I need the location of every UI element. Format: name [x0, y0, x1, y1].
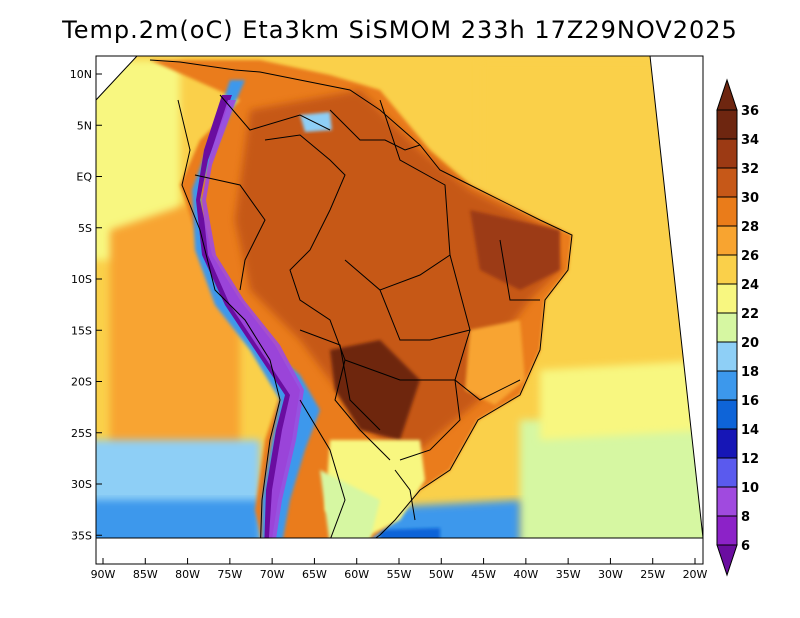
colorbar-label: 18 — [741, 365, 759, 380]
colorbar-segment — [716, 283, 738, 314]
andes-very-cold-band — [202, 100, 304, 538]
lon-tick-label: 35W — [556, 568, 581, 581]
lon-tick-label: 20W — [683, 568, 708, 581]
bolivia-paraguay — [299, 329, 381, 431]
colorbar-segment — [716, 457, 738, 488]
lon-tick-label: 55W — [387, 568, 412, 581]
lon-tick-label: 70W — [260, 568, 285, 581]
lat-tick-label: 15S — [71, 324, 92, 337]
lon-tick-label: 40W — [513, 568, 538, 581]
colorbar-segment — [716, 254, 738, 285]
colorbar-label: 16 — [741, 394, 759, 409]
colorbar-segment — [716, 196, 738, 227]
colorbar-segment — [716, 370, 738, 401]
land-warm-southeast — [465, 320, 525, 405]
colorbar-label: 26 — [741, 249, 759, 264]
colorbar-segment — [716, 138, 738, 169]
colorbar-label: 22 — [741, 307, 759, 322]
lon-tick-label: 80W — [175, 568, 200, 581]
lon-tick-label: 50W — [429, 568, 454, 581]
lat-tick-label: 30S — [71, 478, 92, 491]
temperature-field — [96, 56, 703, 538]
lon-tick-label: 25W — [640, 568, 665, 581]
longitude-axis: 90W 85W 80W 75W 70W 65W 60W 55W 50W 45W 40W 35W 30W 2… — [91, 558, 708, 581]
guianas — [329, 109, 421, 151]
colorbar-segment — [716, 515, 738, 546]
colombia-venezuela — [219, 94, 331, 131]
lat-tick-label: EQ — [76, 171, 92, 184]
colorbar-segment — [716, 225, 738, 256]
lat-tick-label: 10S — [71, 273, 92, 286]
lat-tick-label: 10N — [70, 68, 92, 81]
lon-tick-label: 75W — [217, 568, 242, 581]
land-hottest-center — [330, 340, 420, 440]
argentina-border — [299, 399, 346, 538]
ocean-green-atlantic-south — [520, 420, 703, 538]
colorbar-segment — [716, 399, 738, 430]
lon-tick-label: 30W — [598, 568, 623, 581]
colorbar-label: 12 — [741, 452, 759, 467]
colorbar-bottom-arrow — [716, 544, 738, 577]
ocean-cooler-pacific — [96, 500, 260, 538]
colorbar-segment — [716, 312, 738, 343]
lon-tick-label: 45W — [471, 568, 496, 581]
colorbar-top-arrow — [716, 78, 738, 111]
colorbar-label: 10 — [741, 481, 759, 496]
ocean-yellow-atlantic-south — [540, 360, 703, 440]
colorbar-label: 8 — [741, 510, 750, 525]
colorbar-label: 20 — [741, 336, 759, 351]
colorbar-segment — [716, 428, 738, 459]
colorbar-label: 32 — [741, 162, 759, 177]
lat-tick-label: 20S — [71, 376, 92, 389]
colorbar-label: 34 — [741, 133, 759, 148]
latitude-axis: 10N 5N EQ 5S 10S 15S 20S 25S 30S 35S — [70, 68, 102, 542]
colorbar-segment — [716, 109, 738, 140]
brazil-states-5 — [499, 239, 540, 301]
peru-ecuador — [194, 174, 266, 291]
colorbar-label: 24 — [741, 278, 759, 293]
country-borders — [149, 59, 573, 538]
lat-tick-label: 5S — [78, 222, 92, 235]
map-frame-top-left — [96, 56, 137, 60]
colorbar-label: 28 — [741, 220, 759, 235]
lon-tick-label: 85W — [133, 568, 158, 581]
ocean-dark-blue-patch — [380, 528, 440, 538]
lat-tick-label: 5N — [77, 119, 92, 132]
brazil-states-3 — [379, 289, 471, 341]
brazil-west-border — [264, 134, 391, 461]
coastline-pacific — [177, 99, 281, 538]
lon-tick-label: 90W — [91, 568, 116, 581]
colorbar-segment — [716, 167, 738, 198]
colorbar-label: 30 — [741, 191, 759, 206]
lon-tick-label: 65W — [302, 568, 327, 581]
colorbar-label: 14 — [741, 423, 759, 438]
land-hot-northeast — [470, 210, 560, 290]
map-title: Temp.2m(oC) Eta3km SiSMOM 233h 17Z29NOV2… — [62, 16, 738, 44]
lat-tick-label: 25S — [71, 427, 92, 440]
brazil-states-4 — [344, 359, 461, 461]
lon-tick-label: 60W — [344, 568, 369, 581]
lat-tick-label: 35S — [71, 529, 92, 542]
colorbar-label: 36 — [741, 104, 759, 119]
uruguay — [394, 469, 416, 521]
colorbar-segment — [716, 486, 738, 517]
colorbar-segment — [716, 341, 738, 372]
colorbar: 6 8 10 12 14 16 18 20 22 24 26 28 30 32 34 36 — [716, 78, 759, 577]
colorbar-label: 6 — [741, 539, 750, 554]
